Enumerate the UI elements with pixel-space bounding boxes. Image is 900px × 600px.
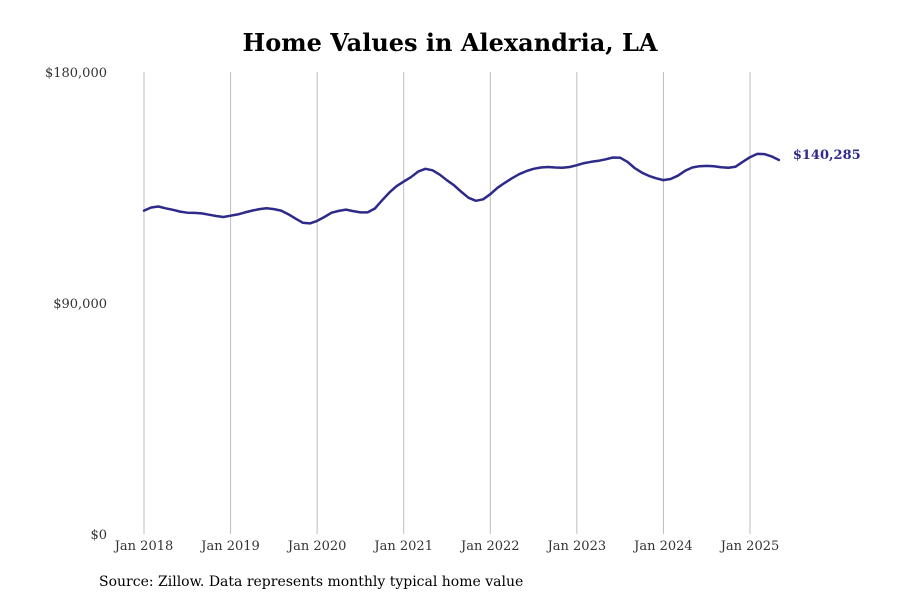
x-axis: Jan 2018 Jan 2019 Jan 2020 Jan 2021 Jan 2022… — [113, 539, 780, 554]
series-line — [142, 152, 781, 225]
x-tick-label: Jan 2019 — [199, 539, 260, 554]
end-value-label: $140,285 — [793, 148, 861, 163]
y-tick-label: $180,000 — [45, 66, 107, 81]
y-axis: $0 $90,000 $180,000 — [45, 66, 107, 543]
chart-title: Home Values in Alexandria, LA — [242, 28, 658, 57]
x-tick-label: Jan 2023 — [546, 539, 607, 554]
y-tick-label: $90,000 — [53, 297, 107, 312]
x-tick-label: Jan 2021 — [372, 539, 433, 554]
gridlines — [143, 72, 751, 534]
x-tick-label: Jan 2018 — [113, 539, 174, 554]
x-tick-label: Jan 2025 — [719, 539, 780, 554]
x-tick-label: Jan 2020 — [286, 539, 347, 554]
x-tick-label: Jan 2022 — [459, 539, 520, 554]
source-note: Source: Zillow. Data represents monthly … — [99, 574, 524, 590]
y-tick-label: $0 — [90, 528, 107, 543]
x-tick-label: Jan 2024 — [632, 539, 693, 554]
